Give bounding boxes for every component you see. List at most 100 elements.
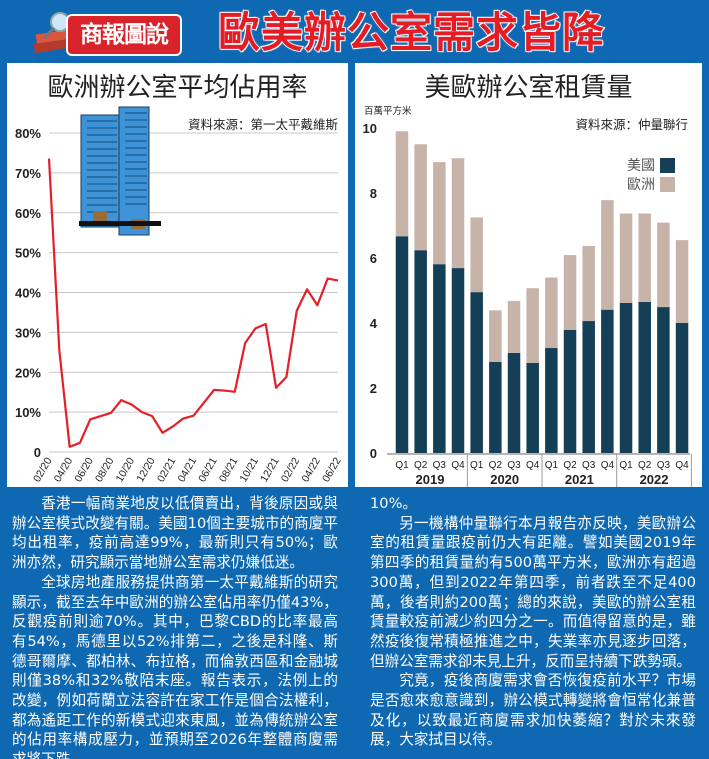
bar-usa [395, 236, 409, 453]
y-tick-label: 70% [15, 166, 41, 181]
x-quarter-label: Q3 [582, 460, 596, 471]
article-column-left: 香港一幅商業地皮以低價賣出，背後原因或與辦公室模式改變有關。美國10個主要城市的… [12, 494, 338, 759]
bar-europe [489, 310, 502, 362]
y-tick-label: 50% [15, 246, 41, 261]
x-quarter-label: Q1 [470, 460, 484, 471]
x-tick-label: 04/20 [52, 455, 76, 484]
y-tick-label: 40% [15, 286, 41, 301]
books-magnifier-icon [33, 12, 75, 54]
paragraph: 香港一幅商業地皮以低價賣出，背後原因或與辦公室模式改變有關。美國10個主要城市的… [12, 495, 338, 572]
legend-label: 美國 [627, 158, 655, 174]
bar-usa [582, 321, 595, 453]
bar-europe [470, 217, 483, 293]
line-chart: 010%20%30%40%50%60%70%80%02/2004/2006/20… [15, 106, 344, 484]
building [80, 114, 120, 228]
x-quarter-label: Q3 [507, 460, 521, 471]
office-buildings-illustration [79, 106, 161, 236]
x-quarter-label: Q4 [601, 460, 615, 471]
y-tick-label: 0 [370, 446, 377, 461]
x-quarter-label: Q2 [563, 460, 577, 471]
bar-usa [638, 301, 651, 453]
y-tick-label: 10% [15, 405, 41, 420]
x-tick-label: 12/20 [134, 455, 158, 484]
x-tick-label: 04/21 [176, 455, 200, 484]
bar-usa [433, 264, 446, 453]
bar-europe [638, 213, 651, 302]
y-tick-label: 8 [370, 186, 377, 201]
x-tick-label: 06/20 [72, 455, 96, 484]
x-tick-label: 08/20 [93, 455, 117, 484]
x-quarter-label: Q1 [395, 460, 409, 471]
bar-usa [545, 348, 558, 453]
bar-europe [619, 213, 633, 303]
y-tick-label: 80% [15, 126, 41, 141]
leasing-chart-panel: 美歐辦公室租賃量 百萬平方米 資料來源：仲量聯行 0 2 4 6 8 10 Q1 Q2 Q3 Q4… [355, 63, 702, 487]
bar-usa [601, 309, 614, 453]
chart-source: 資料來源：第一太平戴維斯 [187, 117, 338, 132]
building-base [79, 221, 161, 226]
x-year-label: 2019 [416, 472, 445, 487]
bar-usa [563, 329, 577, 453]
bar-europe [563, 255, 577, 330]
x-tick-label: 10/21 [237, 455, 261, 484]
x-quarter-label: Q3 [657, 460, 671, 471]
y-tick-label: 10 [363, 121, 377, 136]
y-tick-label: 4 [370, 316, 378, 331]
door [93, 211, 107, 221]
headline: 歐美辦公室需求皆降 [217, 7, 606, 58]
paragraph: 全球房地產服務提供商第一太平戴維斯的研究顯示，截至去年中歐洲的辦公室佔用率仍僅4… [12, 573, 338, 759]
y-tick-label: 0 [34, 445, 41, 460]
bar-europe [601, 200, 614, 310]
chart-title: 歐洲辦公室平均佔用率 [47, 73, 308, 103]
building [118, 106, 150, 236]
x-tick-label: 04/22 [299, 455, 323, 484]
bar-usa [526, 362, 539, 453]
paragraph: 另一機構仲量聯行本月報告亦反映，美歐辦公室的租賃量跟疫前仍大有距離。譬如美國20… [370, 514, 696, 670]
legend-label: 歐洲 [627, 177, 655, 193]
bar-usa [507, 352, 521, 453]
x-quarter-label: Q2 [638, 460, 652, 471]
x-tick-label: 10/20 [114, 455, 138, 484]
legend-swatch [660, 158, 675, 173]
stacked-bar-chart: 0 2 4 6 8 10 Q1 Q2 Q3 Q4 Q1 Q2 Q3 Q4 Q1 Q2 Q3 Q4 Q1 Q2 Q3 Q4 2… [363, 121, 692, 487]
article-column-right: 10%。 另一機構仲量聯行本月報告亦反映，美歐辦公室的租賃量跟疫前仍大有距離。譬… [370, 494, 696, 750]
paragraph: 究竟，疫後商廈需求會否恢復疫前水平？市場是否愈來愈意識到，辦公模式轉變將會恒常化… [370, 672, 696, 749]
x-year-label: 2022 [640, 472, 669, 487]
bar-europe [395, 131, 409, 237]
paragraph: 10%。 [370, 495, 418, 512]
x-quarter-label: Q4 [451, 460, 465, 471]
bar-europe [433, 162, 446, 265]
bar-europe [526, 288, 539, 363]
chart-title: 美歐辦公室租賃量 [424, 73, 633, 103]
occupancy-chart-panel: 歐洲辦公室平均佔用率 資料來源：第一太平戴維斯 0 10% 20% 30% 40% 50%… [7, 63, 348, 487]
x-quarter-label: Q4 [675, 460, 689, 471]
legend-swatch [660, 177, 675, 192]
y-tick-label: 6 [370, 251, 377, 266]
bar-usa [451, 268, 465, 453]
x-tick-label: 12/21 [258, 455, 282, 484]
bar-usa [657, 307, 670, 453]
x-quarter-label: Q4 [526, 460, 540, 471]
y-tick-label: 30% [15, 325, 41, 340]
chart-source: 資料來源：仲量聯行 [575, 117, 688, 132]
x-quarter-label: Q2 [489, 460, 503, 471]
bar-europe [414, 144, 427, 251]
x-tick-label: 02/22 [279, 455, 303, 484]
bar-europe [451, 158, 465, 269]
bar-europe [507, 300, 521, 353]
section-badge: 商報圖說 [66, 14, 182, 56]
bar-europe [545, 277, 558, 349]
bar-europe [657, 222, 670, 308]
bar-usa [470, 292, 483, 453]
x-tick-label: 02/21 [155, 455, 179, 484]
x-tick-label: 06/21 [196, 455, 220, 484]
bar-usa [619, 302, 633, 453]
occupancy-line [47, 158, 339, 448]
y-tick-label: 60% [15, 206, 41, 221]
bar-europe [582, 245, 595, 322]
bar-usa [675, 323, 689, 453]
x-tick-label: 08/21 [217, 455, 241, 484]
bar-usa [414, 250, 427, 453]
y-tick-label: 20% [15, 365, 41, 380]
